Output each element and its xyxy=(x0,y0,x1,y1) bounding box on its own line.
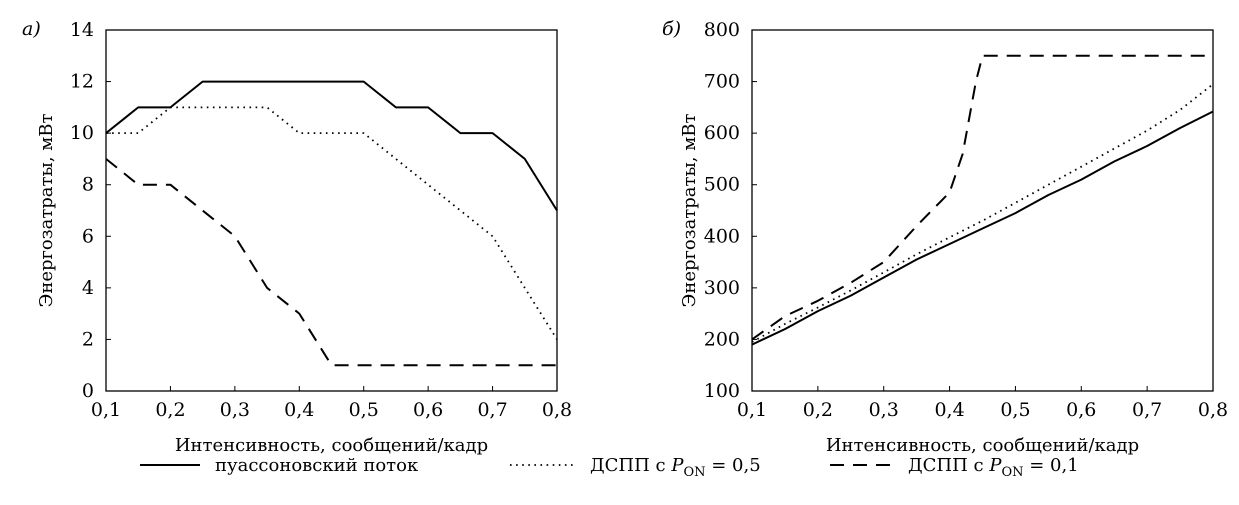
x-tick-label: 0,6 xyxy=(1066,399,1096,421)
x-tick-label: 0,2 xyxy=(803,399,833,421)
x-axis-label: Интенсивность, сообщений/кадр xyxy=(826,435,1139,456)
legend: пуассоновский поток ДСПП с PON = 0,5 ДСПП … xyxy=(140,455,1079,480)
y-tick-label: 10 xyxy=(70,122,94,144)
y-tick-label: 700 xyxy=(704,71,740,93)
y-tick-label: 400 xyxy=(704,225,740,247)
y-tick-label: 14 xyxy=(70,19,94,41)
y-tick-label: 6 xyxy=(82,225,94,247)
series-line-dspp05 xyxy=(751,83,1214,343)
panel-label: а) xyxy=(22,18,41,40)
series-line-dspp01 xyxy=(751,54,1213,341)
legend-label-prefix: ДСПП с xyxy=(590,455,671,476)
legend-label-sub: ON xyxy=(1001,465,1023,480)
legend-label-suffix: = 0,5 xyxy=(706,455,761,476)
plot-frame xyxy=(105,29,558,392)
legend-label-sub: ON xyxy=(683,465,705,480)
legend-label-suffix: = 0,1 xyxy=(1024,455,1079,476)
x-tick-label: 0,2 xyxy=(155,399,185,421)
x-tick-label: 0,5 xyxy=(1000,399,1030,421)
x-tick-label: 0,5 xyxy=(349,399,379,421)
x-tick-label: 0,3 xyxy=(869,399,899,421)
x-tick-label: 0,7 xyxy=(1132,399,1162,421)
y-tick-label: 800 xyxy=(704,19,740,41)
y-tick-label: 12 xyxy=(70,71,94,93)
x-tick-label: 0,8 xyxy=(542,399,572,421)
panel-label: б) xyxy=(662,18,681,40)
x-tick-label: 0,1 xyxy=(91,399,121,421)
y-tick-label: 600 xyxy=(704,122,740,144)
x-tick-label: 0,3 xyxy=(220,399,250,421)
y-tick-label: 300 xyxy=(704,277,740,299)
x-tick-label: 0,4 xyxy=(284,399,314,421)
series-line-dspp05 xyxy=(106,106,558,340)
plot-frame xyxy=(751,29,1214,392)
y-tick-label: 200 xyxy=(704,328,740,350)
chart-panel-1: 0 2 4 6 8 10 12 14 0,1 0,2 0,3 0,4 0,5 0,6 0,7 0,8 Интен… xyxy=(22,18,572,456)
x-tick-label: 0,7 xyxy=(477,399,507,421)
y-tick-label: 500 xyxy=(704,174,740,196)
x-axis-label: Интенсивность, сообщений/кадр xyxy=(175,435,488,456)
x-tick-label: 0,6 xyxy=(413,399,443,421)
series-line-dspp01 xyxy=(105,158,557,367)
y-axis-label: Энергозатраты, мВт xyxy=(679,114,700,308)
legend-label-prefix: ДСПП с xyxy=(908,455,989,476)
y-tick-label: 4 xyxy=(82,277,94,299)
y-tick-label: 0 xyxy=(82,380,94,402)
x-tick-label: 0,4 xyxy=(934,399,964,421)
y-tick-label: 100 xyxy=(704,380,740,402)
series-line-poisson xyxy=(751,110,1214,346)
legend-label-var: P xyxy=(670,455,684,476)
legend-label-var: P xyxy=(988,455,1002,476)
x-tick-label: 0,1 xyxy=(737,399,767,421)
legend-label-dspp01: ДСПП с PON = 0,1 xyxy=(908,455,1079,480)
y-tick-label: 2 xyxy=(82,328,94,350)
chart-panel-2: 100 200 300 400 500 600 700 800 0,1 0,2 0,3 0,4 0,5 0… xyxy=(662,18,1228,456)
y-tick-label: 8 xyxy=(82,174,94,196)
series-line-poisson xyxy=(105,80,558,212)
y-axis-label: Энергозатраты, мВт xyxy=(36,114,57,308)
x-tick-label: 0,8 xyxy=(1198,399,1228,421)
legend-label-dspp05: ДСПП с PON = 0,5 xyxy=(590,455,761,480)
legend-label-poisson: пуассоновский поток xyxy=(215,455,419,476)
